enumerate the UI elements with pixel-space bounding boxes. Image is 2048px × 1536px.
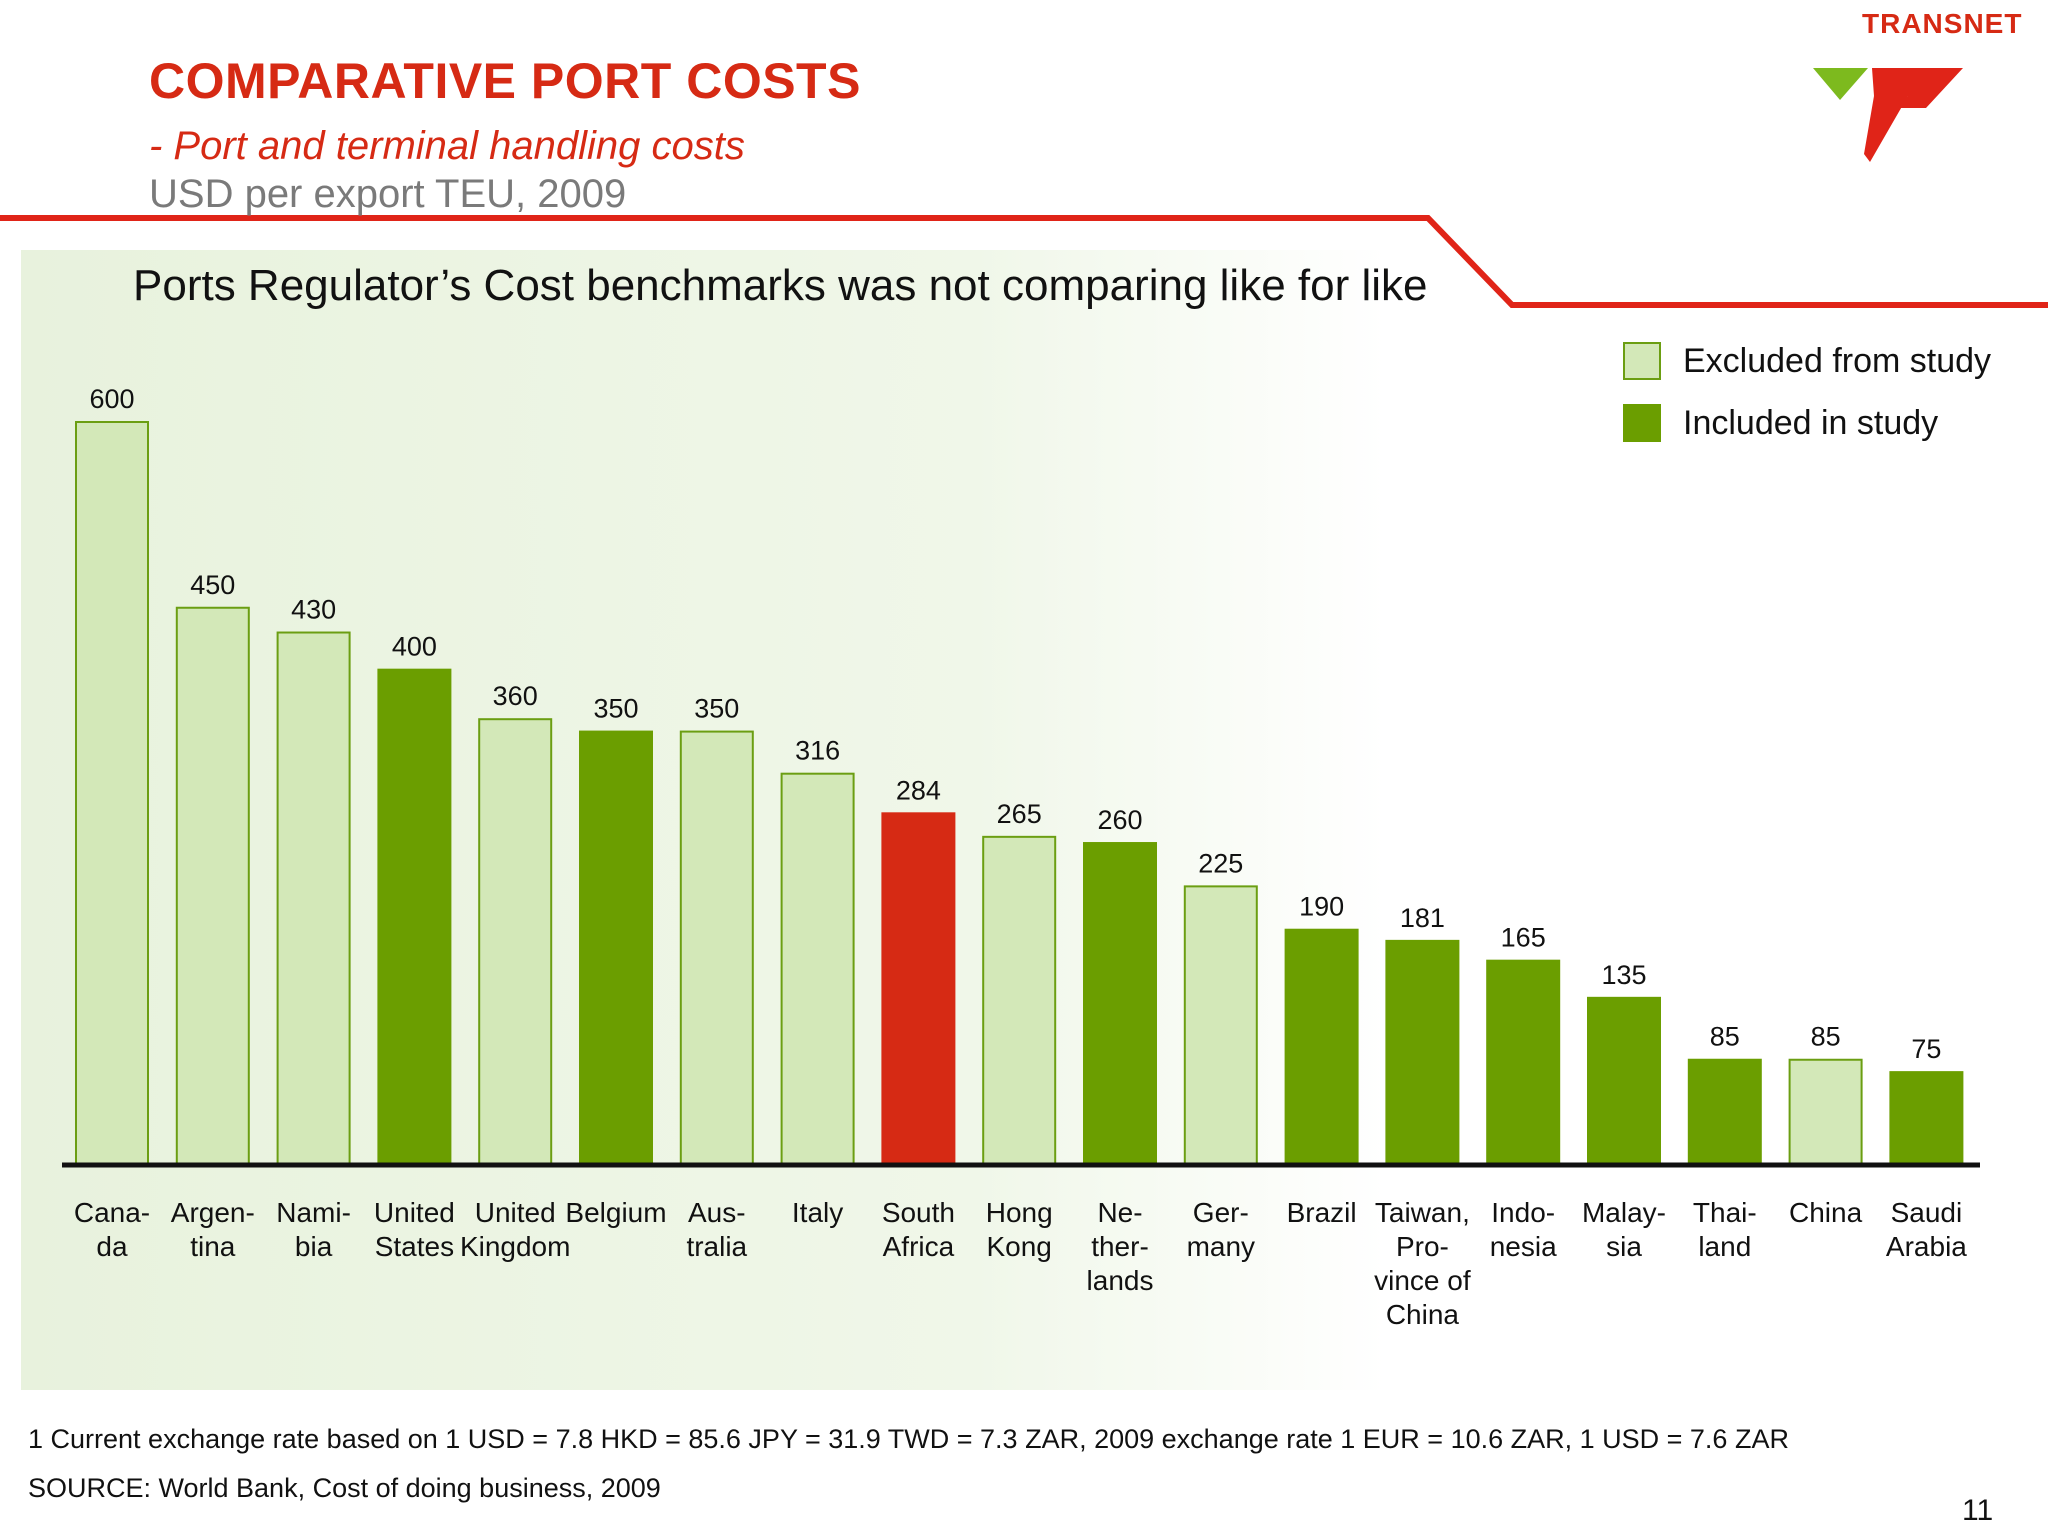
x-tick-label: Ger-many [1187, 1197, 1255, 1262]
bar-italy [780, 772, 855, 1166]
page-subtitle: - Port and terminal handling costs [149, 124, 745, 168]
legend-label-excluded: Excluded from study [1683, 341, 1992, 380]
x-tick-label: Thai-land [1693, 1197, 1757, 1262]
data-label: 316 [795, 736, 840, 766]
chart-legend: Excluded from study Included in study [1623, 330, 1991, 454]
bar-thailand [1687, 1058, 1762, 1167]
data-label: 165 [1501, 923, 1546, 953]
bar-saudi-arabia [1889, 1071, 1964, 1166]
bar-argentina [175, 606, 250, 1166]
bar-malaysia [1587, 996, 1661, 1167]
x-tick-label: China [1789, 1197, 1863, 1228]
data-label: 400 [392, 632, 437, 662]
chart-headline: Ports Regulator’s Cost benchmarks was no… [133, 261, 1428, 310]
page-title: COMPARATIVE PORT COSTS [149, 53, 861, 109]
data-label: 265 [997, 799, 1042, 829]
x-tick-label: Hong Kong [986, 1197, 1053, 1262]
x-tick-label: Italy [792, 1197, 843, 1228]
data-label: 85 [1811, 1022, 1841, 1052]
data-label: 181 [1400, 903, 1445, 933]
page-number: 11 [1962, 1494, 1994, 1527]
data-label: 260 [1097, 805, 1142, 835]
legend-item-excluded: Excluded from study [1623, 330, 1991, 392]
data-label: 350 [593, 694, 638, 724]
exchange-rate-footnote: 1 Current exchange rate based on 1 USD =… [28, 1424, 1789, 1454]
legend-item-included: Included in study [1623, 392, 1991, 454]
data-label: 600 [89, 384, 134, 414]
bar-belgium [579, 730, 653, 1166]
header-divider-line [0, 215, 2048, 308]
source-note: SOURCE: World Bank, Cost of doing busine… [28, 1473, 661, 1503]
x-tick-label: Belgium [565, 1197, 666, 1228]
x-tick-label: Aus-tralia [686, 1197, 747, 1262]
units-label: USD per export TEU, 2009 [149, 172, 627, 216]
x-tick-label: Cana-da [74, 1197, 150, 1262]
data-label: 450 [190, 570, 235, 600]
bar-china [1788, 1058, 1863, 1167]
data-label: 190 [1299, 892, 1344, 922]
data-label: 75 [1911, 1034, 1941, 1064]
bar-canada [75, 421, 149, 1166]
bar-australia [679, 730, 754, 1166]
brand-wordmark: TRANSNET [1862, 8, 2023, 39]
bar-namibia [276, 631, 351, 1166]
legend-label-included: Included in study [1683, 403, 1939, 442]
bar-united-states [377, 668, 452, 1167]
data-label: 430 [291, 595, 336, 625]
bar-hong-kong [982, 835, 1057, 1166]
data-label: 85 [1710, 1022, 1740, 1052]
x-tick-label: Ne-ther-lands [1087, 1197, 1154, 1296]
x-tick-label: Taiwan, Pro-vince of China [1374, 1197, 1471, 1330]
data-label: 360 [493, 681, 538, 711]
bar-brazil [1284, 928, 1359, 1167]
x-tick-label: South Africa [882, 1197, 955, 1262]
bar-taiwan-province-of-china [1385, 939, 1460, 1167]
x-tick-label: Argen-tina [171, 1197, 255, 1262]
x-tick-label: Malay-sia [1582, 1197, 1666, 1262]
bar-united-kingdom [478, 718, 553, 1166]
bar-netherlands [1083, 842, 1157, 1166]
bar-indonesia [1486, 959, 1561, 1166]
legend-swatch-included [1623, 404, 1661, 442]
data-label: 225 [1198, 848, 1243, 878]
x-tick-label: United States [374, 1197, 455, 1262]
x-tick-label: Nami-bia [276, 1197, 351, 1262]
bar-chart: 600 Cana-da 450 Argen-tina 430 Nami-bia 400 Uni… [62, 384, 1980, 1330]
transnet-logo-icon [1813, 68, 1963, 162]
x-tick-label: Brazil [1287, 1197, 1357, 1228]
data-label: 350 [694, 694, 739, 724]
data-label: 284 [896, 775, 941, 805]
x-tick-label: Saudi Arabia [1886, 1197, 1967, 1262]
x-tick-label: Indo-nesia [1490, 1197, 1557, 1262]
data-label: 135 [1601, 960, 1646, 990]
legend-swatch-excluded [1623, 342, 1661, 380]
x-tick-label: United Kingdom [460, 1197, 571, 1262]
bar-south-africa [881, 812, 956, 1167]
bar-germany [1183, 885, 1258, 1166]
